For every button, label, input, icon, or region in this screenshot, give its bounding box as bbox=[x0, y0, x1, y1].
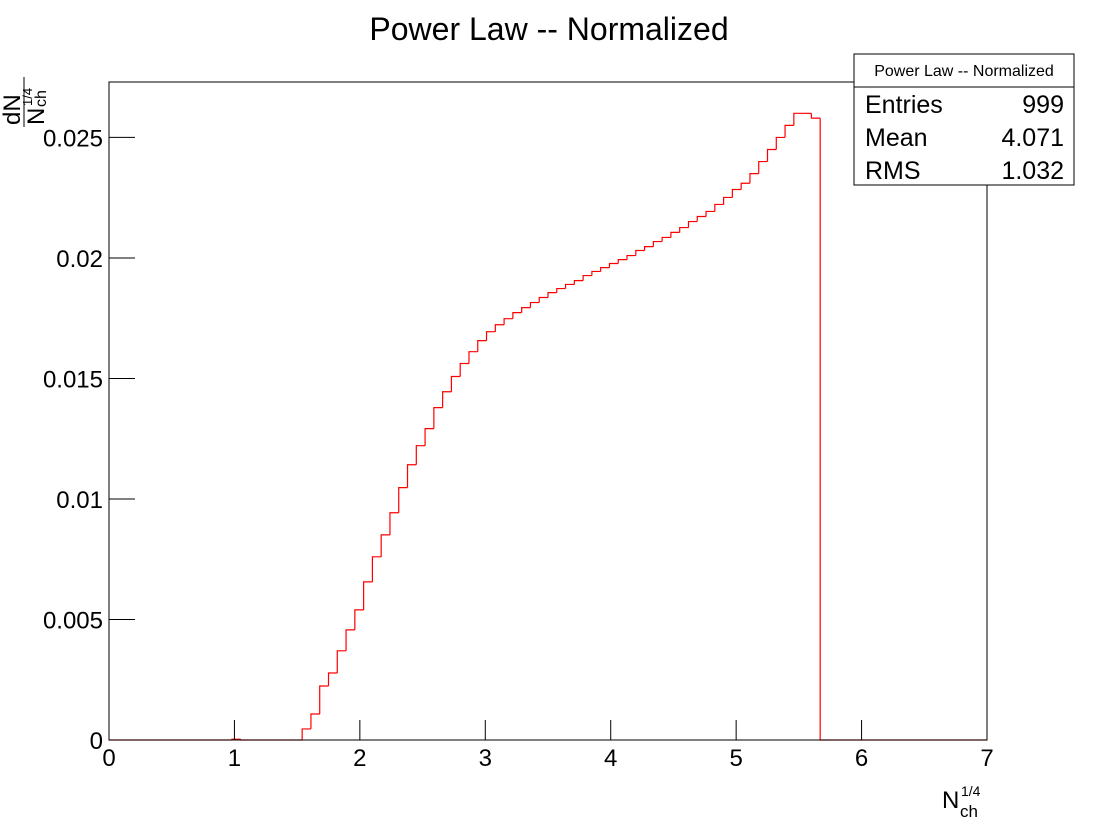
y-tick-label: 0.025 bbox=[43, 125, 103, 152]
x-tick-label: 6 bbox=[855, 745, 868, 772]
stats-value: 1.032 bbox=[1001, 157, 1064, 185]
histogram-bin bbox=[442, 391, 452, 408]
stats-label: Entries bbox=[865, 91, 943, 119]
histogram-bin bbox=[468, 351, 478, 364]
y-tick-label: 0 bbox=[90, 728, 103, 755]
histogram-bin bbox=[512, 312, 522, 319]
histogram-bin bbox=[775, 136, 786, 150]
histogram-bin bbox=[758, 160, 768, 174]
x-tick-label: 4 bbox=[604, 745, 617, 772]
stats-frame bbox=[853, 53, 1075, 186]
histogram-bin bbox=[749, 172, 759, 184]
stats-label: RMS bbox=[865, 157, 921, 185]
histogram-bin bbox=[415, 445, 426, 465]
histogram-bin bbox=[679, 226, 689, 233]
histogram-bin bbox=[556, 287, 566, 293]
histogram-bin bbox=[301, 728, 311, 740]
histogram-bin bbox=[503, 318, 513, 325]
histogram-bin bbox=[336, 650, 347, 673]
histogram-bin bbox=[661, 236, 671, 242]
x-tick-label: 5 bbox=[729, 745, 742, 772]
histogram-bin bbox=[793, 112, 803, 126]
histogram-bin bbox=[433, 407, 443, 429]
histogram-bin bbox=[731, 188, 742, 198]
x-tick-label: 1 bbox=[228, 745, 241, 772]
histogram-bin bbox=[406, 464, 417, 488]
histogram-bin bbox=[573, 280, 584, 285]
histogram-bin bbox=[687, 220, 698, 228]
histogram-bin bbox=[380, 534, 390, 557]
histogram-bin bbox=[424, 427, 434, 446]
x-label-sup: 1/4 bbox=[961, 783, 981, 799]
stats-box: Power Law -- Normalized Entries 999 Mean 4.0… bbox=[853, 53, 1075, 186]
histogram-bin bbox=[319, 685, 329, 714]
y-tick-label: 0.02 bbox=[56, 246, 103, 273]
histogram-bin bbox=[810, 113, 821, 119]
histogram-bin bbox=[670, 231, 680, 238]
histogram-bin bbox=[354, 609, 364, 630]
histogram-bin bbox=[371, 556, 382, 582]
histogram-bin bbox=[477, 340, 487, 352]
histogram-bin bbox=[547, 292, 557, 298]
histogram-bin bbox=[494, 324, 505, 332]
y-tick-label: 0.005 bbox=[43, 607, 103, 634]
histogram-bin bbox=[714, 203, 724, 212]
stats-title: Power Law -- Normalized bbox=[874, 63, 1054, 80]
x-tick-label: 3 bbox=[479, 745, 492, 772]
histogram-bin bbox=[398, 487, 408, 513]
y-tick-label: 0.01 bbox=[56, 487, 103, 514]
y-label-base: N bbox=[23, 108, 50, 125]
y-label-numerator: dN bbox=[0, 94, 26, 125]
histogram-bin bbox=[705, 210, 715, 217]
histogram-bin bbox=[696, 215, 707, 222]
histogram-bin bbox=[600, 266, 610, 272]
histogram-bin bbox=[652, 240, 663, 247]
x-tick-label: 7 bbox=[980, 745, 993, 772]
histogram-bin bbox=[608, 262, 619, 268]
y-tick-label: 0.015 bbox=[43, 366, 103, 393]
plot-frame bbox=[108, 81, 988, 741]
histogram-bin bbox=[389, 512, 399, 535]
histogram-bin bbox=[582, 274, 592, 281]
x-tick-label: 0 bbox=[102, 745, 115, 772]
histogram-bin bbox=[626, 254, 636, 260]
histogram-bin bbox=[529, 301, 540, 308]
histogram-bin bbox=[564, 283, 575, 289]
histogram-bin bbox=[591, 270, 601, 276]
stats-label: Mean bbox=[865, 124, 928, 152]
stats-value: 999 bbox=[1022, 91, 1064, 119]
histogram-bin bbox=[766, 148, 777, 162]
x-tick-label: 2 bbox=[353, 745, 366, 772]
stats-value: 4.071 bbox=[1001, 124, 1064, 152]
histogram-bin bbox=[327, 672, 338, 687]
histogram-bin bbox=[635, 249, 645, 256]
y-label-sup: 1/4 bbox=[20, 88, 35, 106]
histogram-bin bbox=[784, 124, 794, 138]
histogram-bin bbox=[740, 182, 750, 190]
histogram-bin bbox=[310, 713, 320, 729]
histogram-bin bbox=[643, 246, 654, 251]
histogram-bin bbox=[723, 196, 733, 205]
histogram-bin bbox=[450, 375, 461, 392]
histogram-bin bbox=[363, 581, 373, 610]
histogram-bin bbox=[538, 296, 548, 303]
y-label-sub: ch bbox=[33, 90, 50, 107]
x-label-sub: ch bbox=[960, 802, 978, 821]
histogram-bin bbox=[345, 629, 355, 651]
histogram-bin bbox=[459, 362, 469, 377]
chart-title: Power Law -- Normalized bbox=[369, 11, 728, 47]
histogram-bin bbox=[485, 331, 496, 341]
histogram-bin bbox=[617, 259, 628, 264]
histogram-bin bbox=[521, 307, 531, 313]
x-label-base: N bbox=[942, 787, 959, 814]
